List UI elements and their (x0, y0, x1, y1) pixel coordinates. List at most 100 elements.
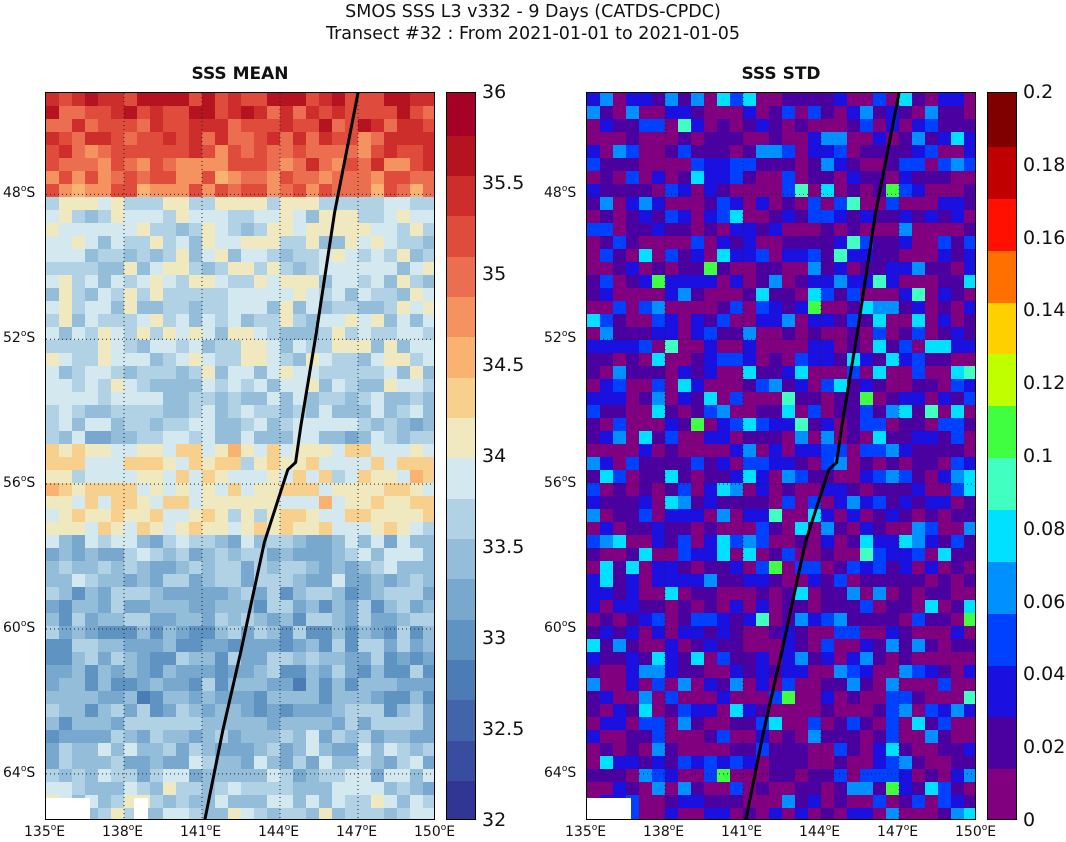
grid-cell (319, 639, 333, 653)
grid-cell (964, 275, 975, 289)
grid-cell (600, 132, 614, 146)
grid-cell (124, 470, 138, 484)
grid-cell (730, 249, 744, 263)
grid-cell (228, 600, 242, 614)
grid-cell (821, 756, 835, 770)
grid-cell (626, 704, 640, 718)
grid-cell (111, 301, 125, 315)
grid-cell (189, 93, 203, 107)
grid-cell (600, 119, 614, 133)
grid-cell (280, 574, 294, 588)
grid-cell (821, 158, 835, 172)
grid-cell (137, 613, 151, 627)
grid-cell (730, 522, 744, 536)
grid-cell (319, 327, 333, 341)
grid-cell (267, 756, 281, 770)
grid-cell (150, 314, 164, 328)
grid-cell (652, 639, 666, 653)
grid-cell (665, 483, 679, 497)
colorbar-swatch (988, 507, 1016, 562)
grid-cell (691, 392, 705, 406)
grid-cell (72, 483, 86, 497)
grid-cell (423, 262, 434, 276)
grid-cell (345, 301, 359, 315)
grid-cell (925, 756, 939, 770)
grid-cell (423, 353, 434, 367)
grid-cell (665, 405, 679, 419)
grid-cell (85, 704, 99, 718)
grid-cell (423, 93, 434, 107)
grid-cell (782, 275, 796, 289)
grid-cell (202, 639, 216, 653)
grid-cell (358, 717, 372, 731)
grid-cell (254, 691, 268, 705)
grid-cell (241, 327, 255, 341)
grid-cell (176, 223, 190, 237)
grid-cell (964, 639, 975, 653)
grid-cell (358, 314, 372, 328)
colorbar-swatch (447, 577, 475, 620)
grid-cell (280, 119, 294, 133)
grid-cell (691, 184, 705, 198)
grid-cell (951, 392, 965, 406)
grid-cell (938, 288, 952, 302)
grid-cell (124, 808, 138, 819)
grid-cell (176, 613, 190, 627)
grid-cell (46, 236, 60, 250)
grid-cell (704, 574, 718, 588)
grid-cell (964, 288, 975, 302)
grid-cell (423, 158, 434, 172)
grid-cell (215, 535, 229, 549)
grid-cell (267, 184, 281, 198)
grid-cell (704, 691, 718, 705)
grid-cell (241, 795, 255, 809)
grid-cell (925, 665, 939, 679)
grid-cell (189, 613, 203, 627)
grid-cell (345, 808, 359, 819)
grid-cell (163, 626, 177, 640)
grid-cell (860, 366, 874, 380)
grid-cell (98, 457, 112, 471)
grid-cell (769, 470, 783, 484)
grid-cell (98, 197, 112, 211)
grid-cell (358, 236, 372, 250)
grid-cell (202, 808, 216, 819)
grid-cell (834, 158, 848, 172)
grid-cell (371, 444, 385, 458)
grid-cell (639, 600, 653, 614)
grid-cell (964, 132, 975, 146)
grid-cell (150, 678, 164, 692)
grid-cell (280, 444, 294, 458)
grid-cell (124, 249, 138, 263)
grid-cell (111, 639, 125, 653)
grid-cell (626, 431, 640, 445)
grid-cell (72, 314, 86, 328)
grid-cell (397, 730, 411, 744)
grid-cell (241, 678, 255, 692)
grid-cell (293, 717, 307, 731)
grid-cell (821, 574, 835, 588)
grid-cell (423, 288, 434, 302)
grid-cell (743, 756, 757, 770)
grid-cell (756, 431, 770, 445)
grid-cell (72, 561, 86, 575)
grid-cell (410, 431, 424, 445)
grid-cell (410, 93, 424, 107)
grid-cell (834, 106, 848, 120)
grid-cell (306, 548, 320, 562)
grid-cell (371, 249, 385, 263)
grid-cell (176, 535, 190, 549)
grid-cell (860, 548, 874, 562)
grid-cell (306, 587, 320, 601)
grid-cell (743, 691, 757, 705)
grid-cell (951, 132, 965, 146)
grid-cell (72, 431, 86, 445)
grid-cell (176, 444, 190, 458)
grid-cell (600, 93, 614, 107)
grid-cell (613, 93, 627, 107)
grid-cell (782, 704, 796, 718)
grid-cell (150, 327, 164, 341)
grid-cell (782, 236, 796, 250)
grid-cell (98, 652, 112, 666)
grid-cell (176, 171, 190, 185)
